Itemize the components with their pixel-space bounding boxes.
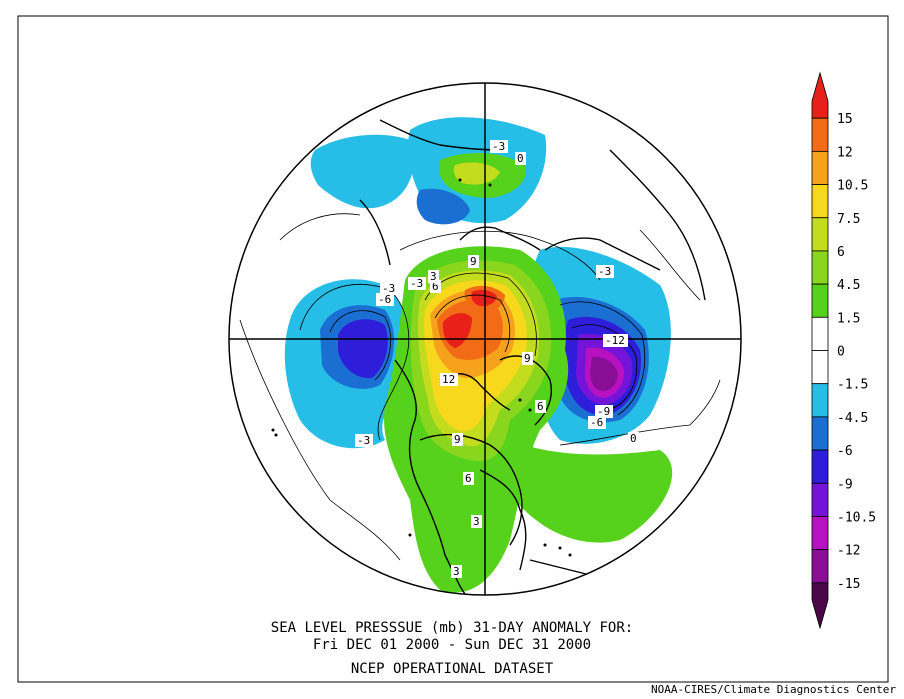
contour-label-bg — [522, 352, 533, 365]
legend-label: 10.5 — [837, 179, 868, 194]
legend-label: 6 — [837, 245, 845, 260]
contour-label-bg — [376, 293, 394, 306]
contour-label-bg — [355, 434, 373, 447]
contour-label-bg — [490, 140, 508, 153]
legend-label: -9 — [837, 477, 853, 492]
contour-label-bg — [515, 152, 526, 165]
anomaly-region-greenland-low — [310, 134, 414, 209]
polar-map — [229, 83, 741, 595]
legend-label: -15 — [837, 577, 860, 592]
legend-label: 4.5 — [837, 278, 860, 293]
contour-label-bg — [452, 433, 463, 446]
legend-label: -10.5 — [837, 510, 876, 525]
legend-swatch — [811, 383, 829, 418]
contour-label-bg — [535, 400, 546, 413]
legend-swatch — [811, 549, 829, 584]
contour-label-bg — [468, 255, 479, 268]
contour-label-bg — [430, 280, 441, 293]
legend-swatch — [811, 217, 829, 252]
legend-label: 1.5 — [837, 311, 860, 326]
legend-label: -1.5 — [837, 378, 868, 393]
contour-label-bg — [463, 472, 474, 485]
contour-label-bg — [628, 432, 639, 445]
legend-label: 0 — [837, 345, 845, 360]
contour-label-bg — [588, 416, 606, 429]
plot-frame — [17, 15, 889, 683]
contour-label: 6 — [465, 472, 472, 485]
legend-swatch — [811, 250, 829, 285]
contour-label: -3 — [357, 434, 370, 447]
contour-label: 9 — [470, 255, 477, 268]
legend-swatch — [811, 184, 829, 219]
contour-label-bg — [408, 277, 426, 290]
caption-line-1: SEA LEVEL PRESSSUE (mb) 31-DAY ANOMALY F… — [270, 620, 634, 636]
legend-swatch — [811, 316, 829, 351]
legend-swatch — [811, 71, 829, 119]
contour-label: -6 — [378, 293, 391, 306]
contour-label: -3 — [410, 277, 423, 290]
legend-swatch — [811, 482, 829, 517]
legend-swatch — [811, 283, 829, 318]
contour-label-bg — [471, 515, 482, 528]
caption-line-2: Fri DEC 01 2000 - Sun DEC 31 2000 — [312, 637, 592, 653]
caption-line-3: NCEP OPERATIONAL DATASET — [350, 661, 554, 677]
contour-label-bg — [428, 270, 439, 283]
contour-label: 9 — [524, 352, 531, 365]
legend-swatch — [811, 150, 829, 185]
contour-label-bg — [440, 373, 458, 386]
legend-swatch — [811, 516, 829, 551]
contour-label: 0 — [630, 432, 637, 445]
legend-label: -12 — [837, 544, 860, 559]
legend-swatch — [811, 350, 829, 385]
contour-label: -3 — [382, 282, 395, 295]
contour-label: 6 — [432, 280, 439, 293]
contour-label: 12 — [442, 373, 455, 386]
colorbar-legend: 15 12 10.5 7.5 6 4.5 1.5 0 -1.5 -4.5 -6 -9 -10.5 -12 -… — [811, 71, 876, 630]
contour-label: -9 — [597, 405, 610, 418]
legend-label: 7.5 — [837, 212, 860, 227]
contour-label-bg — [595, 405, 613, 418]
contour-label: 6 — [537, 400, 544, 413]
contour-label: 9 — [454, 433, 461, 446]
contour-label-bg — [380, 282, 398, 295]
contour-label: 0 — [517, 152, 524, 165]
contour-label: 3 — [430, 270, 437, 283]
credit-text: NOAA-CIRES/Climate Diagnostics Center — [650, 683, 896, 696]
contour-label: -3 — [492, 140, 505, 153]
legend-label: -4.5 — [837, 411, 868, 426]
contour-label: -12 — [605, 334, 625, 347]
contour-label: -6 — [590, 416, 603, 429]
contour-label-bg — [596, 265, 614, 278]
contour-label-bg — [451, 565, 462, 578]
contour-label-bg — [603, 334, 628, 347]
contour-label: 3 — [473, 515, 480, 528]
contour-label: 3 — [453, 565, 460, 578]
legend-label: 12 — [837, 145, 853, 160]
legend-swatch — [811, 117, 829, 152]
legend-label: 15 — [837, 112, 853, 127]
legend-swatch — [811, 416, 829, 451]
legend-swatch — [811, 449, 829, 484]
legend-label: -6 — [837, 444, 853, 459]
legend-swatch — [811, 582, 829, 630]
contour-label: -3 — [598, 265, 611, 278]
